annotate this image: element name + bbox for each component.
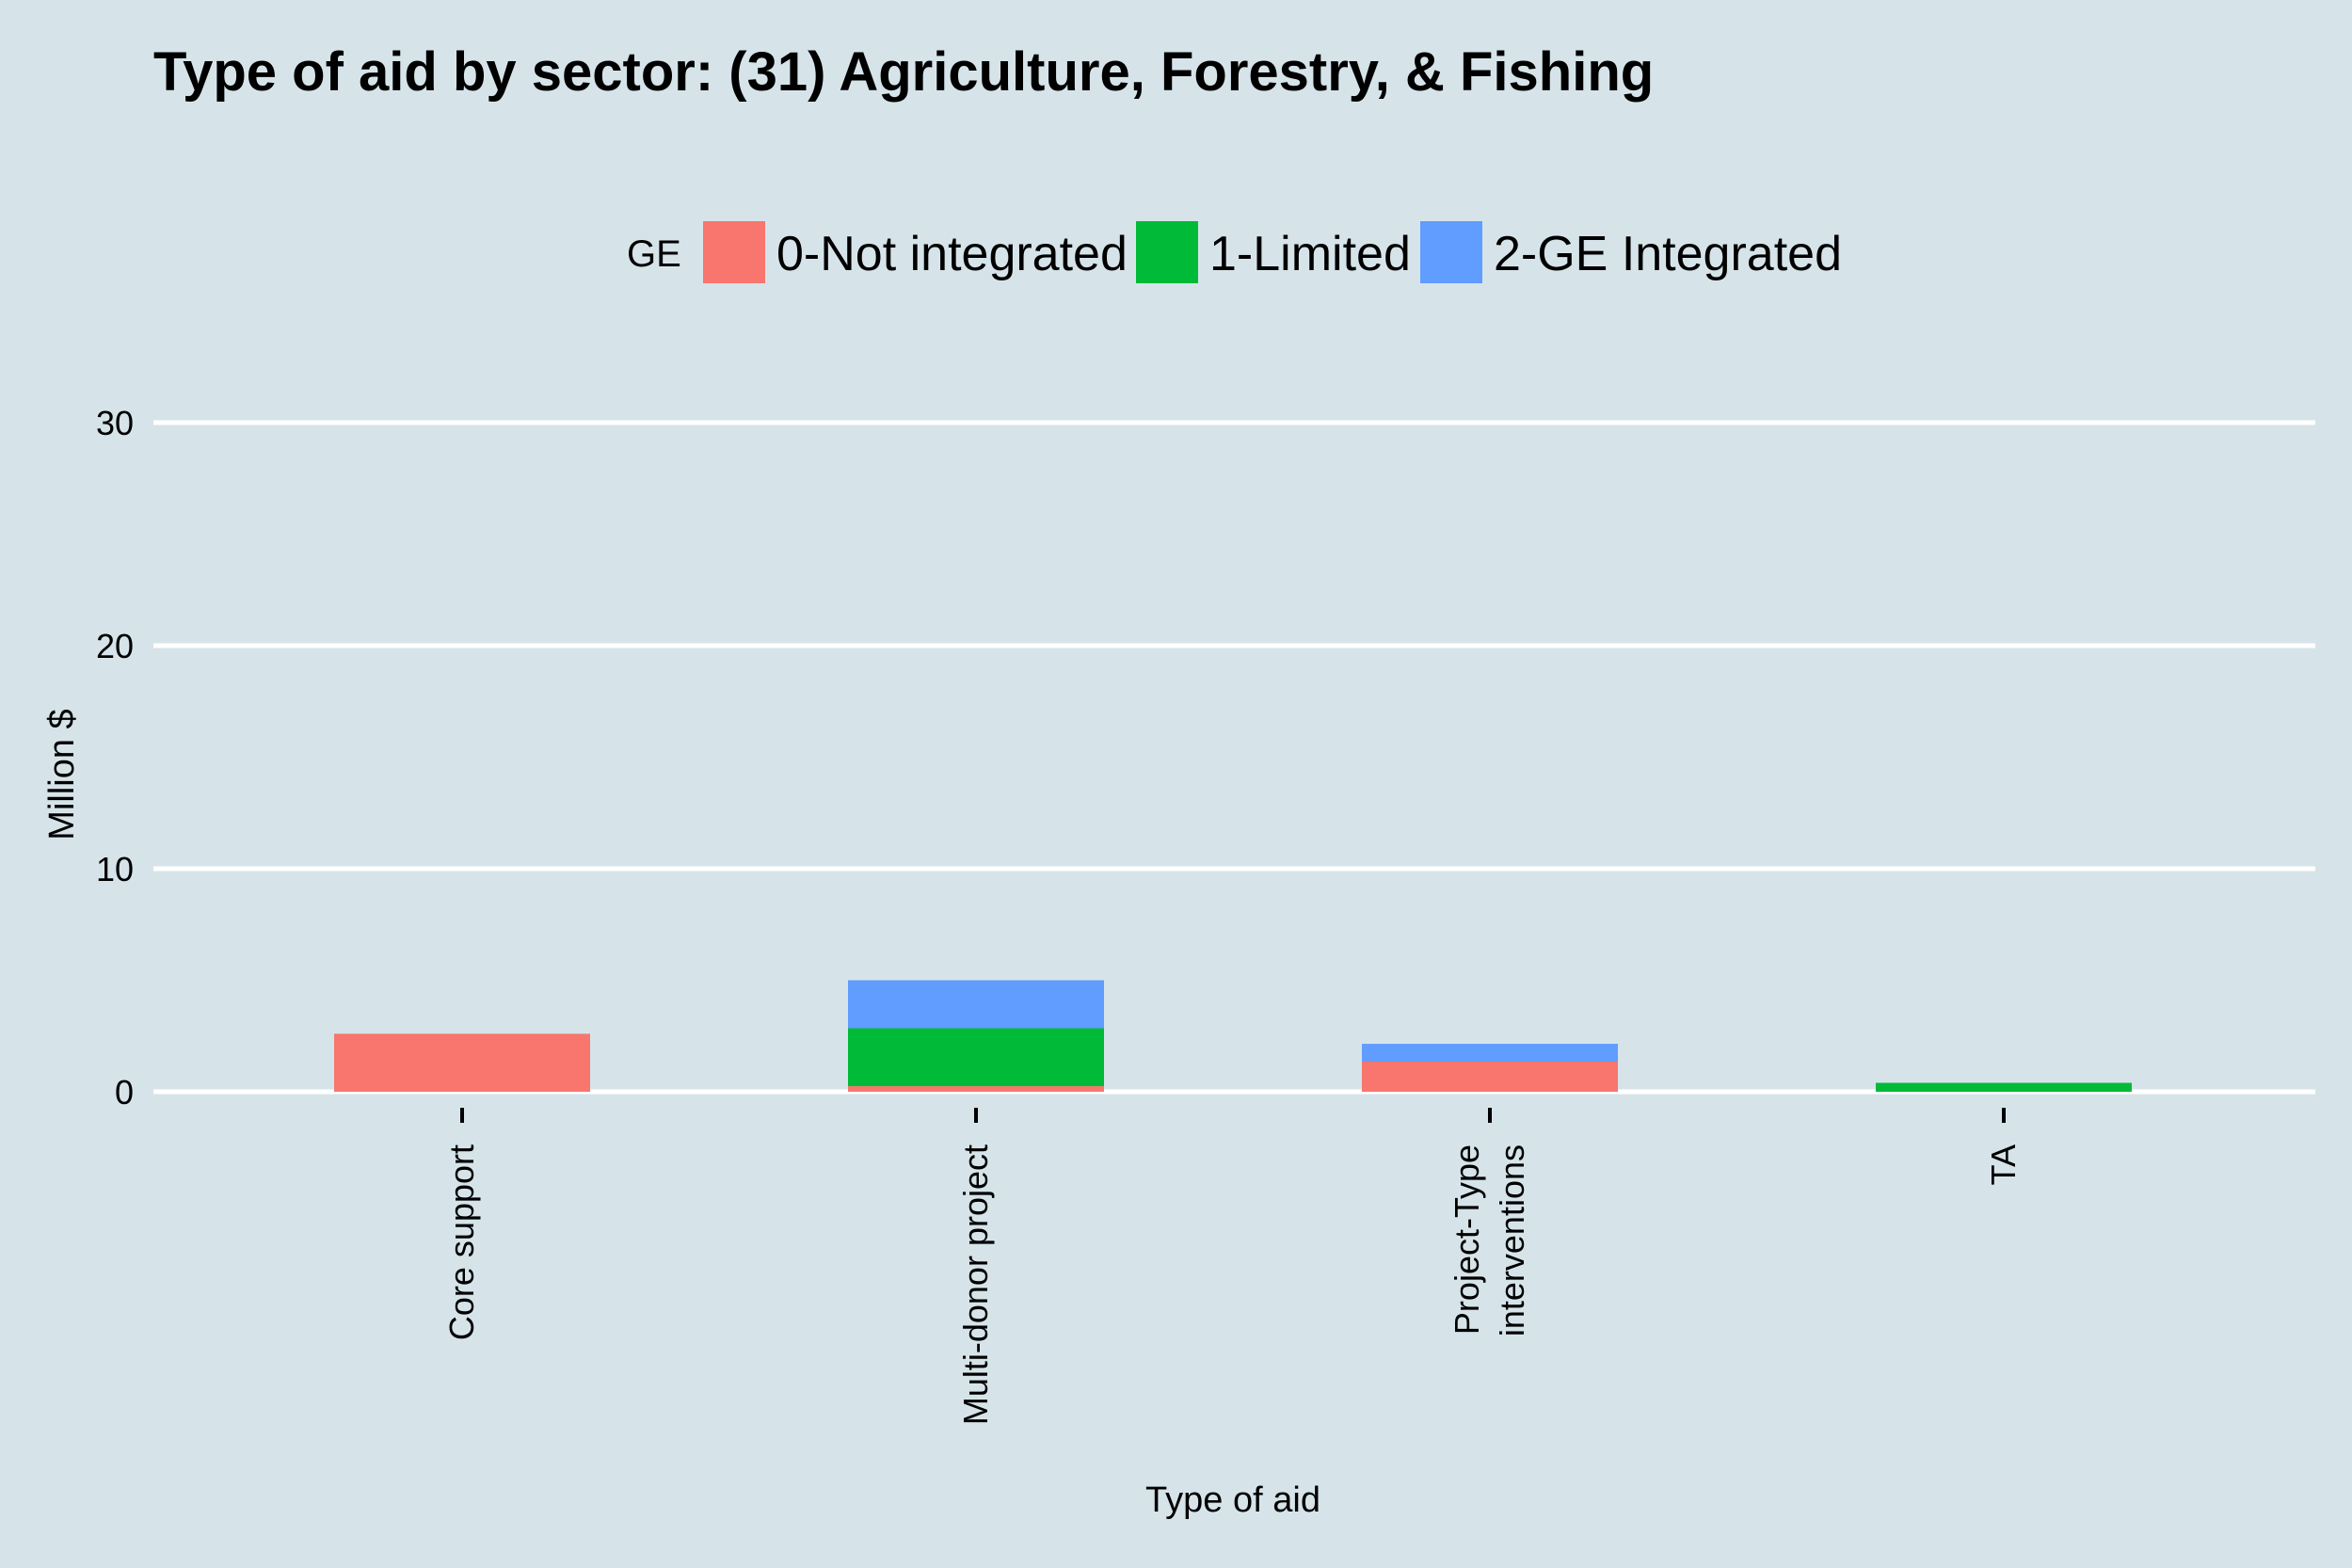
bar-segment: [1362, 1044, 1618, 1063]
legend-label: 0-Not integrated: [776, 227, 1128, 281]
bar-segment: [848, 1086, 1104, 1092]
chart-title: Type of aid by sector: (31) Agriculture,…: [153, 41, 1654, 103]
x-tick-label: Project-Type: [1448, 1144, 1486, 1335]
legend: GE 0-Not integrated 1-Limited 2-GE Integra…: [627, 221, 1842, 283]
bar-segment: [1876, 1082, 2132, 1092]
bars: [334, 980, 2132, 1092]
bar-segment: [334, 1033, 590, 1092]
bar-segment: [848, 980, 1104, 1029]
y-axis-tick-labels: 0 10 20 30: [96, 404, 134, 1112]
x-tick-label: interventions: [1493, 1144, 1531, 1336]
y-tick-label: 10: [96, 850, 134, 888]
x-tick-label: TA: [1984, 1144, 2023, 1185]
bar-segment: [1362, 1062, 1618, 1092]
legend-key: [1420, 221, 1482, 283]
gridlines: [153, 420, 2315, 1095]
legend-key: [703, 221, 765, 283]
y-tick-label: 30: [96, 404, 134, 442]
x-axis-tick-labels: Core support Multi-donor project Project-T…: [442, 1144, 2023, 1425]
y-axis-title: Million $: [42, 709, 82, 840]
legend-title: GE: [627, 233, 681, 275]
bar-segment: [848, 1028, 1104, 1087]
y-tick-label: 20: [96, 627, 134, 665]
legend-key: [1136, 221, 1198, 283]
legend-label: 2-GE Integrated: [1494, 227, 1842, 281]
x-axis-title: Type of aid: [1145, 1480, 1320, 1520]
y-tick-label: 0: [115, 1073, 134, 1112]
x-tick-label: Multi-donor project: [956, 1144, 995, 1425]
x-tick-label: Core support: [442, 1144, 481, 1340]
legend-label: 1-Limited: [1209, 227, 1411, 281]
x-axis-ticks: [460, 1108, 2006, 1123]
